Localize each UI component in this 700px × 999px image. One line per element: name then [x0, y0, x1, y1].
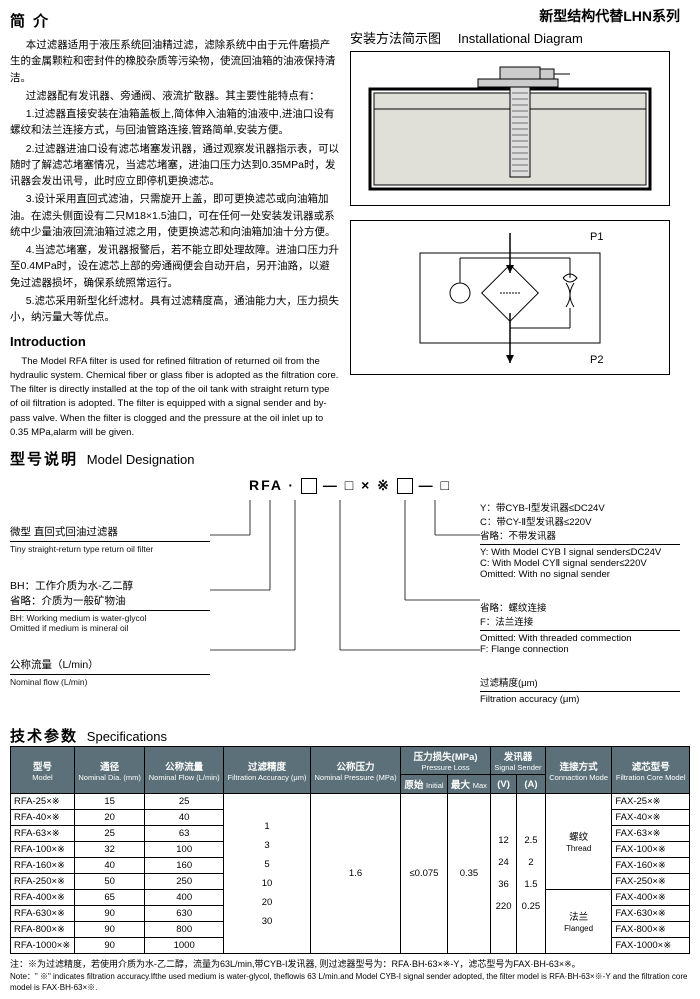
intro-title: 简 介: [10, 10, 340, 31]
designation-group: 省略：螺纹连接 F：法兰连接Omitted: With threaded com…: [480, 600, 680, 655]
hydraulic-schematic: P1 P2: [350, 220, 670, 375]
formula: RFA · — □ × ※ — □: [249, 477, 451, 493]
header-replace: 新型结构代替LHN系列: [350, 6, 680, 26]
note-en: Note：" ※" indicates filtration accuracy.…: [10, 971, 690, 993]
intro-para: 1.过滤器直接安装在油箱盖板上,简体伸入油箱的油液中,进油口设有螺纹和法兰连接方…: [10, 106, 340, 139]
model-title-en: Model Designation: [87, 452, 195, 467]
spec-table: 型号Model 通径Nominal Dia. (mm) 公称流量Nominal …: [10, 746, 690, 954]
spec-title-cn: 技术参数: [10, 728, 78, 745]
install-title-cn: 安装方法简示图: [350, 31, 441, 46]
model-title-cn: 型号说明: [10, 451, 78, 468]
intro-para: 3.设计采用直回式滤油，只需旋开上盖，即可更换滤芯或向油箱加油。在滤头侧面设有二…: [10, 191, 340, 240]
intro-en-title: Introduction: [10, 334, 340, 349]
designation-lines: [210, 500, 480, 700]
intro-para: 本过滤器适用于液压系统回油精过滤，滤除系统中由于元件磨损产生的金属颗粒和密封件的…: [10, 37, 340, 86]
designation-group: Y：带CYB-Ⅰ型发讯器≤DC24V C：带CY-Ⅱ型发讯器≤220V 省略：不…: [480, 500, 680, 580]
tank-diagram: [350, 51, 670, 206]
install-title-en: Installational Diagram: [458, 31, 583, 46]
designation-group: 公称流量（L/min）Nominal flow (L/min): [10, 657, 210, 687]
spec-title-en: Specifications: [87, 729, 167, 744]
intro-en-text: The Model RFA filter is used for refined…: [10, 355, 340, 441]
designation-group: BH：工作介质为水-乙二醇 省略：介质为一般矿物油BH: Working med…: [10, 578, 210, 633]
intro-para: 过滤器配有发讯器、旁通阀、液流扩散器。其主要性能特点有：: [10, 88, 340, 104]
svg-text:P2: P2: [590, 354, 603, 366]
designation-group: 微型 直回式回油过滤器Tiny straight-return type ret…: [10, 524, 210, 554]
intro-para: 5.滤芯采用新型化纤滤材。具有过滤精度高，通油能力大，压力损失小，纳污量大等优点…: [10, 293, 340, 326]
table-row: RFA-25×※15251 3 5 10 20 301.6≤0.0750.351…: [11, 794, 690, 810]
note-cn: 注：※为过滤精度，若使用介质为水-乙二醇，流量为63L/min,带CYB-I发讯…: [10, 958, 690, 971]
intro-para: 2.过滤器进油口设有滤芯堵塞发讯器，通过观察发讯器指示表，可以随时了解滤芯堵塞情…: [10, 141, 340, 190]
svg-text:P1: P1: [590, 231, 603, 243]
intro-para: 4.当滤芯堵塞，发讯器报警后，若不能立即处理故障。进油口压力升至0.4MPa时，…: [10, 242, 340, 291]
designation-group: 过滤精度(μm)Filtration accuracy (μm): [480, 675, 680, 705]
